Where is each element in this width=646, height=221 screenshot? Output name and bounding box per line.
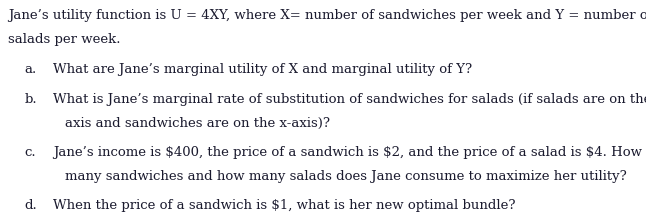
Text: What are Jane’s marginal utility of X and marginal utility of Y?: What are Jane’s marginal utility of X an… — [53, 63, 472, 76]
Text: When the price of a sandwich is $1, what is her new optimal bundle?: When the price of a sandwich is $1, what… — [53, 199, 516, 212]
Text: d.: d. — [25, 199, 37, 212]
Text: b.: b. — [25, 93, 37, 106]
Text: Jane’s utility function is U = 4XY, where X= number of sandwiches per week and Y: Jane’s utility function is U = 4XY, wher… — [8, 9, 646, 22]
Text: c.: c. — [25, 146, 36, 159]
Text: Jane’s income is $400, the price of a sandwich is $2, and the price of a salad i: Jane’s income is $400, the price of a sa… — [53, 146, 642, 159]
Text: salads per week.: salads per week. — [8, 33, 120, 46]
Text: a.: a. — [25, 63, 37, 76]
Text: What is Jane’s marginal rate of substitution of sandwiches for salads (if salads: What is Jane’s marginal rate of substitu… — [53, 93, 646, 106]
Text: axis and sandwiches are on the x-axis)?: axis and sandwiches are on the x-axis)? — [65, 116, 329, 130]
Text: many sandwiches and how many salads does Jane consume to maximize her utility?: many sandwiches and how many salads does… — [65, 170, 627, 183]
